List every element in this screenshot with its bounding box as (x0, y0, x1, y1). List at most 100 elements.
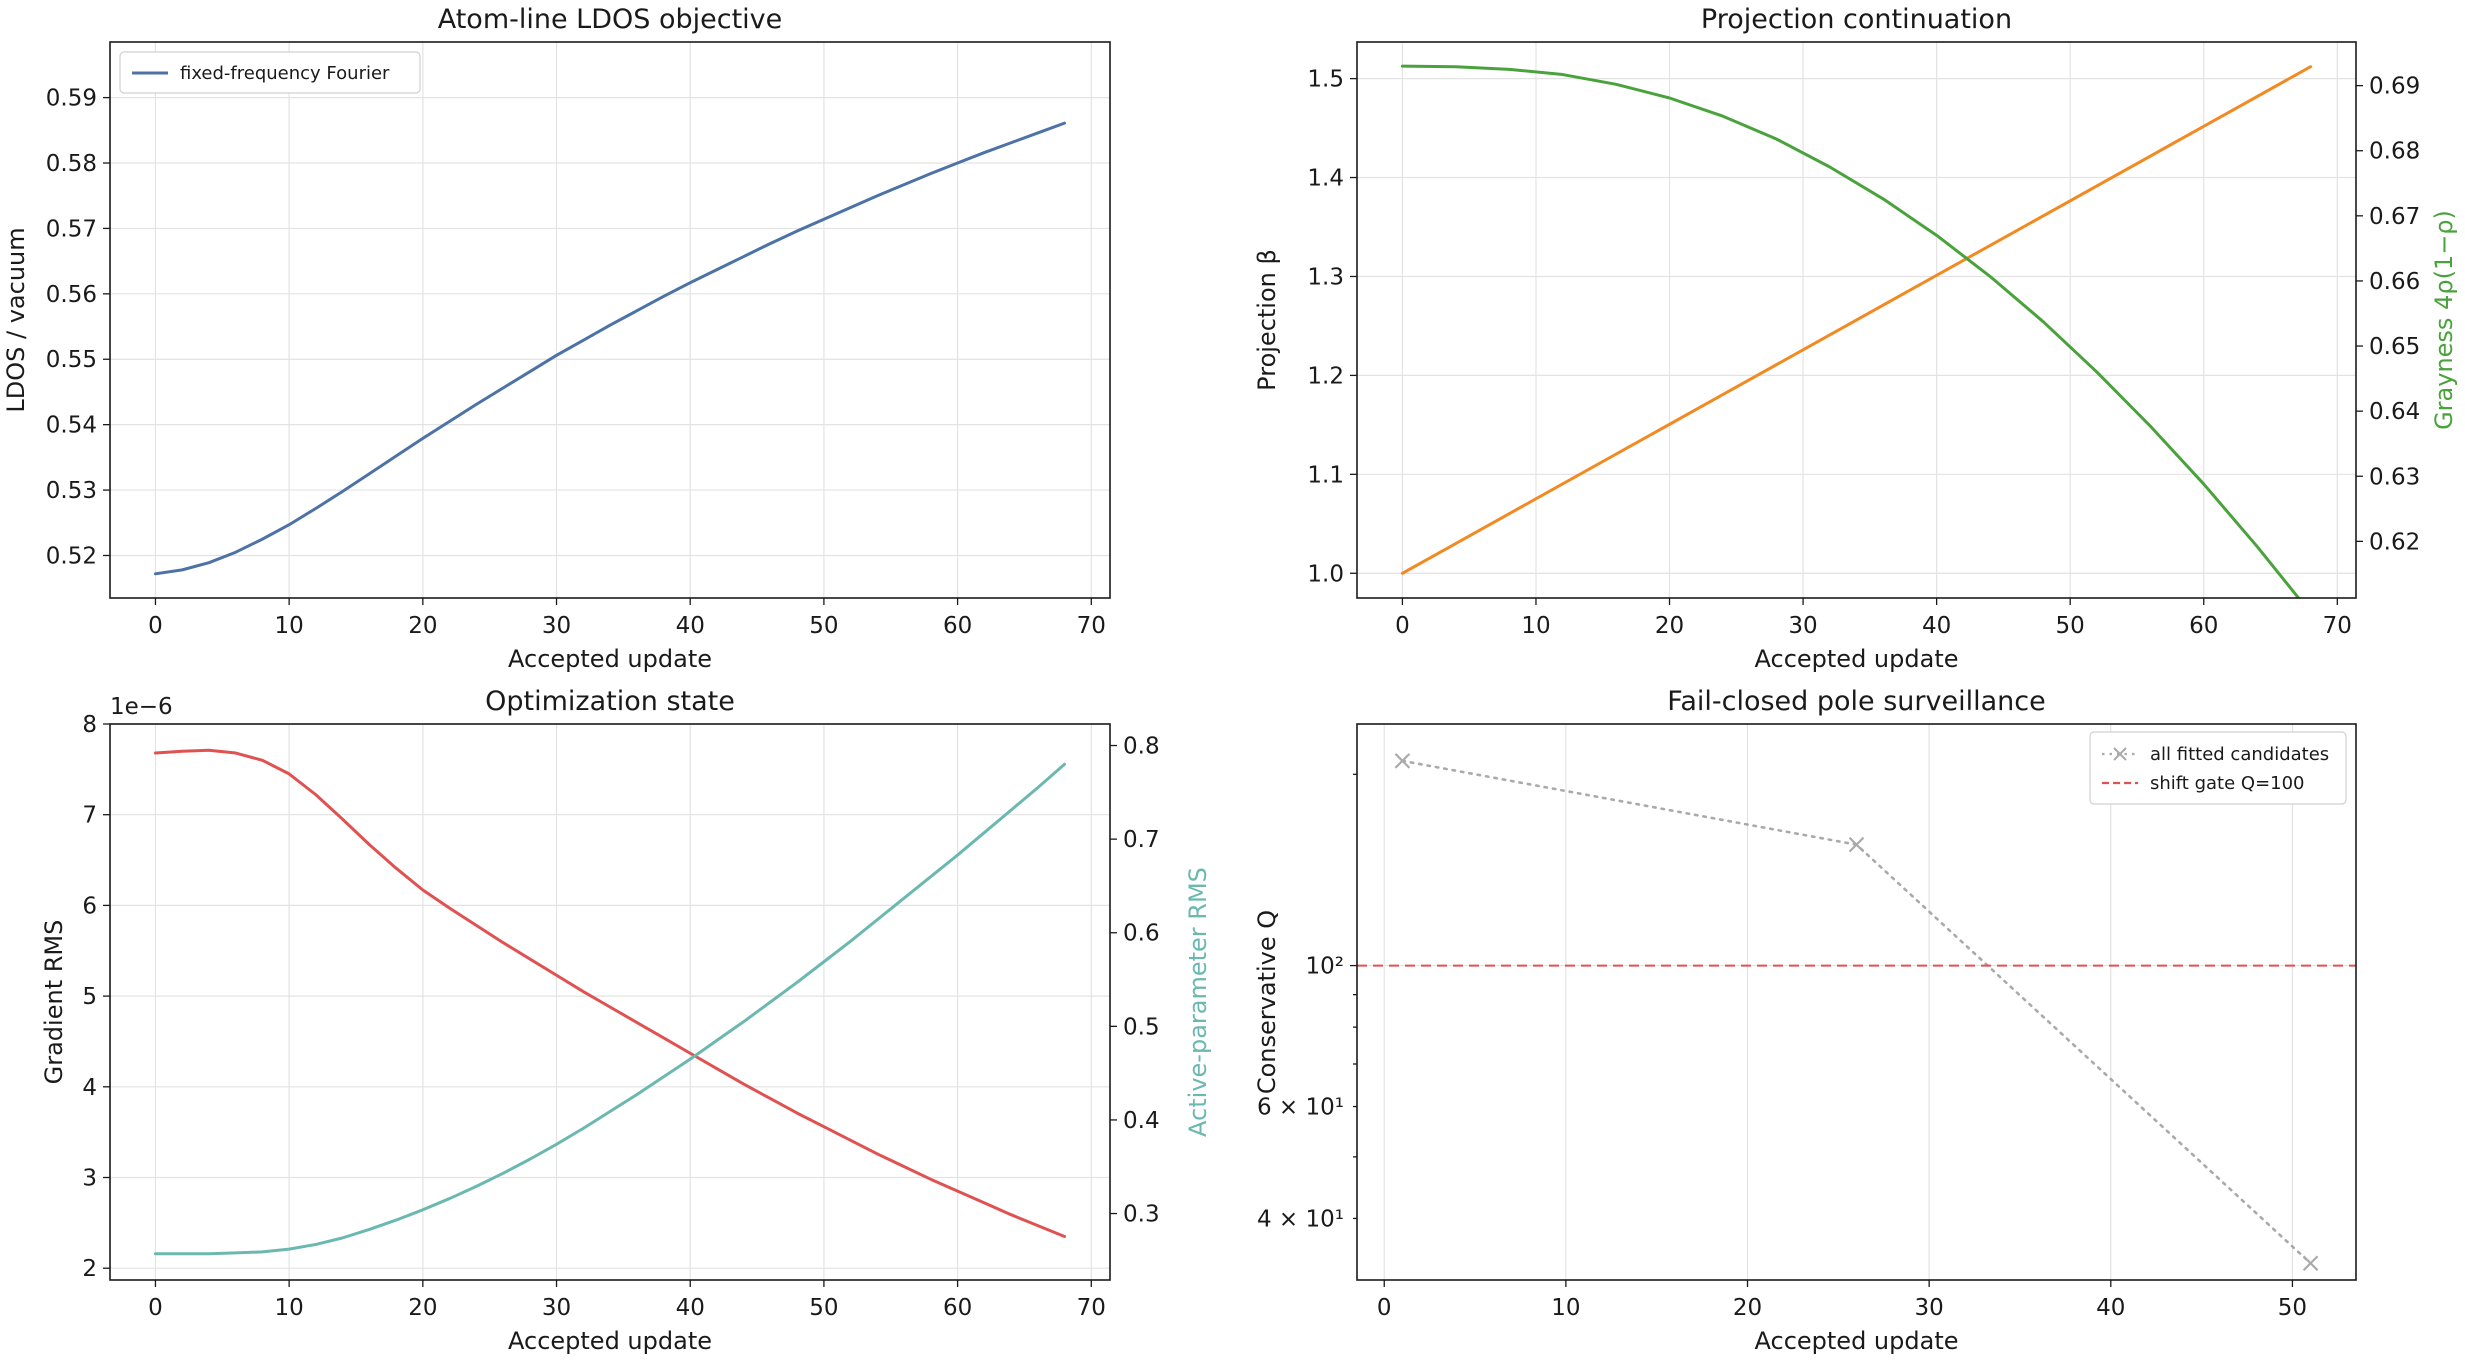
axes-frame (1356, 41, 2357, 599)
y-tick-label: 1.2 (1307, 363, 1344, 389)
x-tick-label: 70 (1077, 1295, 1106, 1321)
series-line-1 (1400, 65, 2313, 575)
x-tick-label: 60 (2189, 613, 2218, 639)
y-offset-label: 1e−6 (110, 694, 173, 720)
y-axis-label: Conservative Q (1253, 910, 1281, 1094)
y-tick-label: 2 (82, 1256, 97, 1282)
x-tick-label: 20 (1733, 1295, 1762, 1321)
grid-lines (110, 723, 1110, 1280)
grid-lines (1357, 724, 2356, 1280)
y-tick-label: 1.1 (1307, 462, 1344, 488)
x-tick-label: 50 (2278, 1295, 2307, 1321)
legend-box (119, 51, 421, 94)
x-tick-label: 10 (275, 613, 304, 639)
y-tick-label: 0.57 (46, 216, 97, 242)
y-tick-label: 8 (82, 712, 97, 738)
y-right-tick-label: 0.69 (2369, 74, 2420, 100)
x-tick-label: 30 (542, 613, 571, 639)
series-line-1 (1401, 759, 2312, 1265)
chart-panel-4: Fail-closed pole surveillance 0 10 20 30 40 50… (1253, 686, 2357, 1355)
x-tick-label: 20 (408, 613, 437, 639)
grid-lines (1357, 42, 2356, 598)
x-tick-label: 50 (2056, 613, 2085, 639)
y-right-tick-label: 0.68 (2369, 139, 2420, 165)
axes-frame (109, 723, 1111, 1281)
x-tick-label: 40 (2096, 1295, 2125, 1321)
y-tick-label: 10² (1306, 954, 1345, 980)
y-tick-label: 1.3 (1307, 264, 1344, 290)
y-right-tick-label: 0.67 (2369, 204, 2420, 230)
chart-panel-2: Projection continuation 0 10 20 30 40 50 60 70 Ac… (1253, 4, 2458, 673)
x-tick-label: 10 (1551, 1295, 1580, 1321)
y-axis-label: Gradient RMS (40, 920, 68, 1085)
y-right-tick-label: 0.65 (2369, 334, 2420, 360)
legend-label: fixed-frequency Fourier (180, 63, 390, 84)
x-axis-label: Accepted update (1755, 645, 1959, 673)
x-tick-label: 40 (676, 1295, 705, 1321)
chart-panel-1: Atom-line LDOS objective 0 10 20 30 40 50 60 70 A… (2, 4, 1111, 673)
x-tick-label: 30 (1788, 613, 1817, 639)
x-tick-label: 30 (542, 1295, 571, 1321)
data-point-marker (1394, 753, 1411, 769)
y-tick-label: 0.59 (46, 86, 97, 112)
chart-title: Projection continuation (1701, 4, 2012, 35)
x-tick-label: 0 (148, 1295, 163, 1321)
legend: fixed-frequency Fourier (119, 51, 421, 94)
y-tick-label: 4 × 10¹ (1257, 1206, 1344, 1232)
x-tick-label: 40 (676, 613, 705, 639)
y-tick-label: 0.54 (46, 413, 97, 439)
x-axis-label: Accepted update (1755, 1327, 1959, 1355)
y-tick-label: 1.4 (1307, 166, 1344, 192)
x-tick-label: 40 (1922, 613, 1951, 639)
grid-lines (110, 42, 1110, 598)
x-tick-label: 0 (1377, 1295, 1392, 1321)
plot-area (153, 121, 1067, 576)
y-tick-label: 0.52 (46, 543, 97, 569)
x-tick-label: 70 (2323, 613, 2352, 639)
y-right-tick-label: 0.4 (1123, 1108, 1160, 1134)
y-right-axis-label: Active-parameter RMS (1184, 867, 1212, 1137)
y-tick-label: 0.56 (46, 282, 97, 308)
y-right-tick-label: 0.8 (1123, 734, 1160, 760)
x-tick-label: 70 (1077, 613, 1106, 639)
y-right-tick-label: 0.3 (1123, 1202, 1160, 1228)
y-tick-label: 4 (82, 1075, 97, 1101)
y-right-tick-label: 0.7 (1123, 827, 1160, 853)
y-tick-label: 3 (82, 1166, 97, 1192)
legend-label: shift gate Q=100 (2150, 773, 2305, 794)
y-tick-label: 6 × 10¹ (1257, 1095, 1344, 1121)
legend-marker (2113, 747, 2127, 761)
data-point-marker (1848, 836, 1865, 853)
x-tick-label: 0 (148, 613, 163, 639)
chart-panel-3: Optimization state 0 10 20 30 40 50 60 70 Accepte… (40, 686, 1212, 1355)
x-tick-label: 60 (943, 1295, 972, 1321)
x-axis-label: Accepted update (508, 645, 712, 673)
series-line-2 (153, 762, 1067, 1256)
series-line-1 (153, 748, 1067, 1238)
y-right-tick-label: 0.62 (2369, 529, 2420, 555)
y-right-tick-label: 0.6 (1123, 921, 1160, 947)
x-tick-label: 50 (809, 1295, 838, 1321)
y-tick-label: 0.58 (46, 151, 97, 177)
x-axis-label: Accepted update (508, 1327, 712, 1355)
y-right-tick-label: 0.63 (2369, 464, 2420, 490)
y-tick-label: 7 (82, 803, 97, 829)
y-right-tick-label: 0.66 (2369, 269, 2420, 295)
chart-title: Optimization state (485, 686, 735, 717)
plot-area (153, 748, 1067, 1256)
y-tick-label: 1.5 (1307, 67, 1344, 93)
axes-frame (1356, 723, 2357, 1281)
x-tick-label: 10 (275, 1295, 304, 1321)
plot-area (1357, 759, 2356, 1265)
data-point-marker (2302, 1255, 2319, 1272)
x-tick-label: 0 (1395, 613, 1410, 639)
y-tick-label: 0.55 (46, 347, 97, 373)
y-right-tick-label: 0.5 (1123, 1014, 1160, 1040)
axes-frame (109, 41, 1111, 599)
x-tick-label: 60 (943, 613, 972, 639)
plot-area (1400, 64, 2313, 598)
y-right-axis-label: Grayness 4ρ(1−ρ) (2430, 210, 2458, 430)
x-tick-label: 20 (408, 1295, 437, 1321)
x-tick-label: 20 (1655, 613, 1684, 639)
